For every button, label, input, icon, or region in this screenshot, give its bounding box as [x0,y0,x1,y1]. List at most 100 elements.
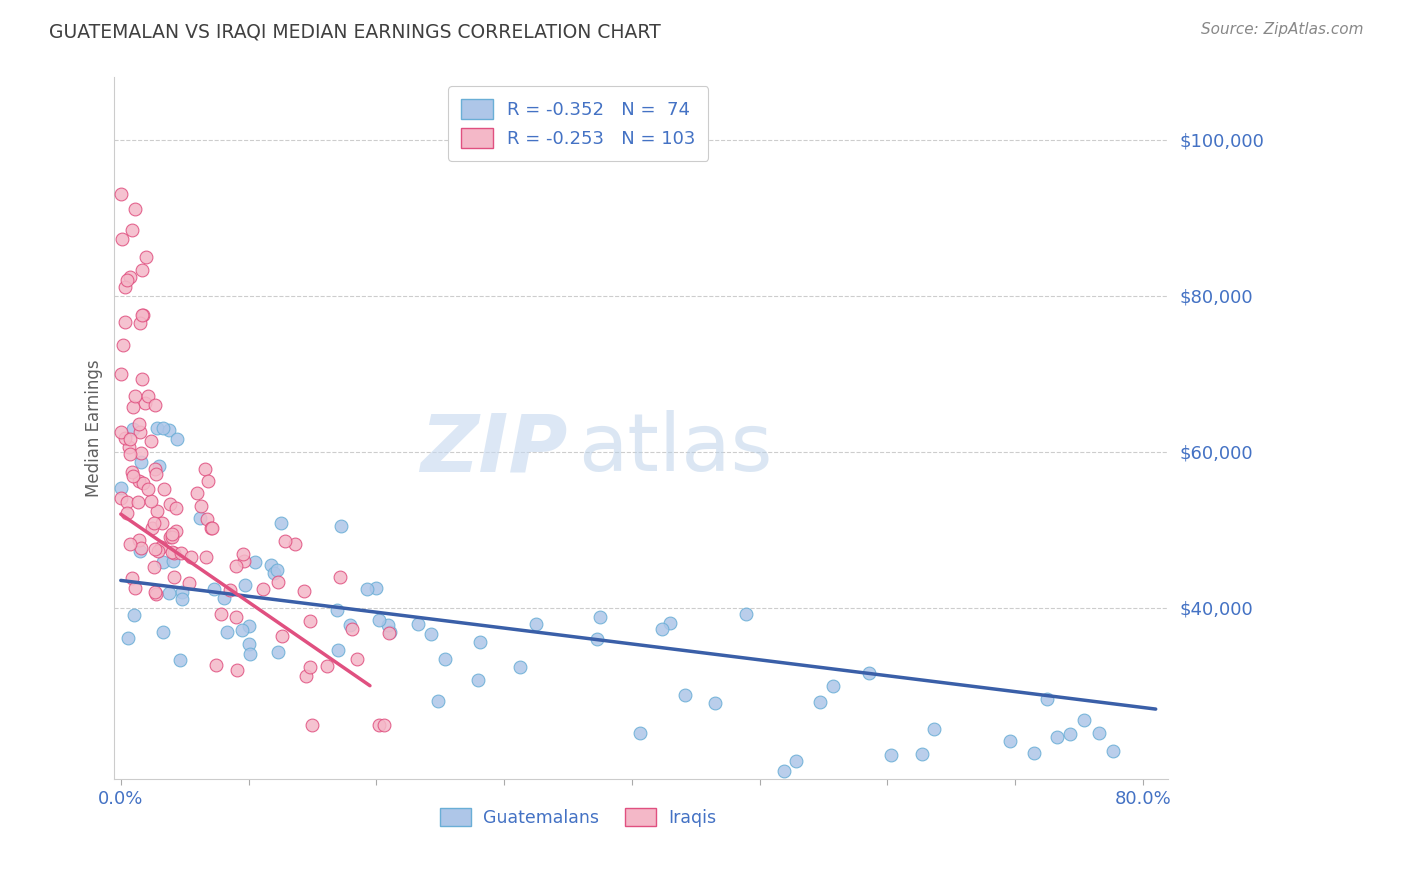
Point [368,717,391,731]
Point [219,582,242,597]
Point [114,431,136,445]
Point [239,647,262,661]
Point [121,222,143,236]
Point [238,619,260,633]
Point [124,389,146,403]
Point [233,578,256,592]
Point [785,754,807,768]
Point [295,669,318,683]
Point [526,617,548,632]
Point [141,521,163,535]
Point [141,434,163,448]
Point [589,610,612,624]
Point [117,631,139,645]
Point [298,660,321,674]
Point [145,504,167,518]
Point [190,500,212,514]
Point [427,694,450,708]
Point [922,722,945,736]
Point [160,527,183,541]
Point [340,622,363,636]
Point [880,747,903,762]
Point [142,559,165,574]
Point [205,657,228,672]
Point [139,494,162,508]
Point [132,476,155,491]
Point [194,550,217,565]
Point [179,575,201,590]
Point [121,422,143,436]
Point [734,607,756,622]
Point [121,571,143,585]
Point [165,524,187,538]
Point [367,613,389,627]
Point [143,516,166,531]
Point [1022,746,1045,760]
Text: Source: ZipAtlas.com: Source: ZipAtlas.com [1201,22,1364,37]
Point [197,474,219,488]
Legend: Guatemalans, Iraqis: Guatemalans, Iraqis [433,801,724,834]
Point [162,554,184,568]
Point [163,570,186,584]
Point [284,536,307,550]
Point [225,558,247,573]
Point [134,396,156,410]
Point [110,425,132,440]
Point [152,555,174,569]
Point [252,582,274,596]
Point [117,495,139,509]
Point [823,679,845,693]
Point [128,544,150,558]
Point [270,629,292,643]
Point [165,500,187,515]
Point [136,389,159,403]
Point [585,632,607,647]
Point [159,497,181,511]
Point [329,570,352,584]
Point [330,518,353,533]
Point [200,521,222,535]
Point [378,625,401,640]
Point [468,635,491,649]
Point [111,338,134,352]
Point [270,516,292,531]
Point [377,618,399,632]
Point [858,665,880,680]
Point [346,651,368,665]
Point [808,695,831,709]
Point [120,432,142,446]
Point [509,660,531,674]
Point [143,462,166,476]
Point [129,316,152,330]
Point [315,658,337,673]
Point [266,563,288,577]
Point [118,269,141,284]
Point [1102,744,1125,758]
Point [146,543,169,558]
Point [628,726,651,740]
Point [1035,692,1057,706]
Point [120,447,142,461]
Point [169,546,191,560]
Point [110,491,132,506]
Point [238,637,260,651]
Point [366,581,388,595]
Point [209,607,232,622]
Point [651,622,673,636]
Point [136,482,159,496]
Point [1073,713,1095,727]
Point [172,584,194,599]
Point [274,534,297,549]
Point [225,664,247,678]
Point [128,474,150,488]
Point [129,455,152,469]
Point [245,555,267,569]
Point [127,495,149,509]
Point [233,554,256,568]
Point [377,625,399,640]
Point [406,617,429,632]
Point [110,481,132,495]
Point [373,717,395,731]
Point [658,616,681,631]
Point [998,734,1021,748]
